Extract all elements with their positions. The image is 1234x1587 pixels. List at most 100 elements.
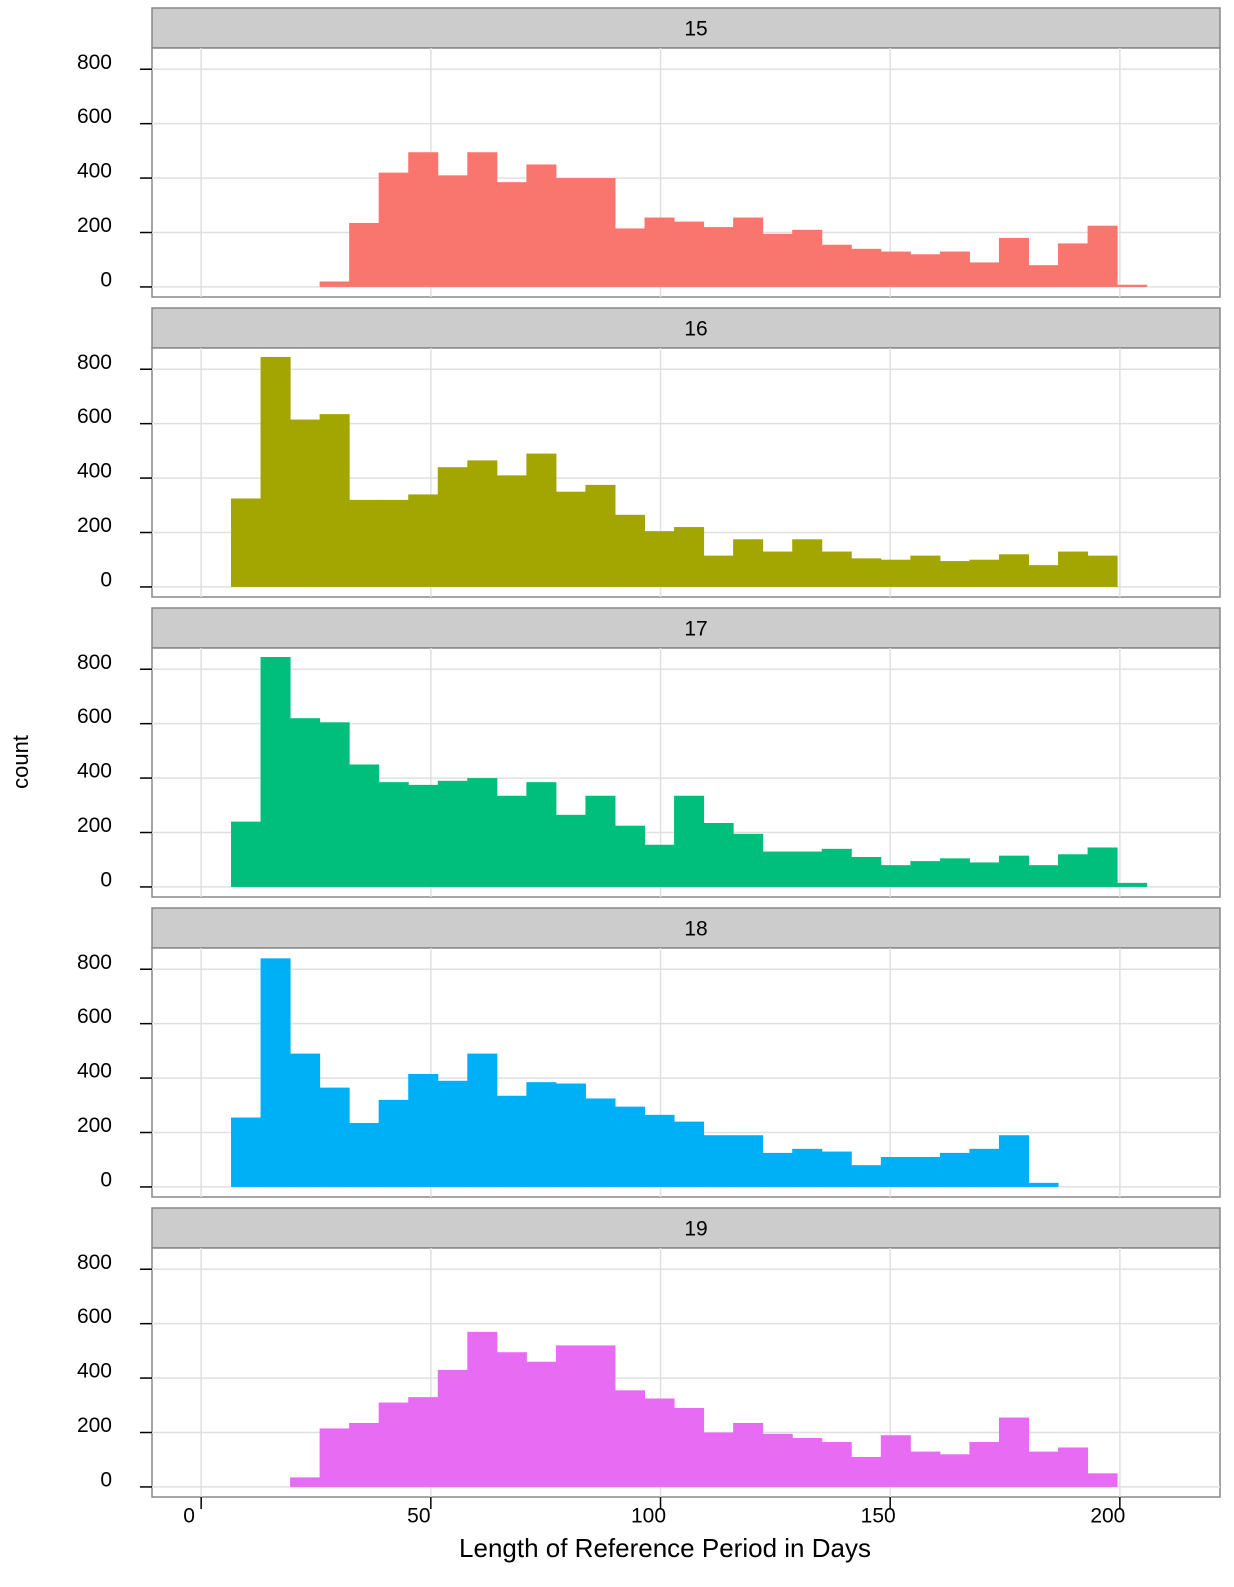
bar	[378, 172, 409, 287]
y-tick-label: 600	[77, 1005, 112, 1028]
bar	[939, 858, 970, 887]
bar	[319, 1087, 350, 1187]
x-tick-label: 150	[861, 1505, 896, 1528]
bar	[1028, 1451, 1059, 1487]
bar	[703, 1432, 734, 1487]
bar	[378, 1402, 409, 1487]
y-tick-label: 400	[77, 460, 112, 483]
bar	[496, 1352, 527, 1487]
bar	[1117, 284, 1148, 287]
bar	[703, 555, 734, 587]
bar	[1087, 847, 1118, 887]
bar	[614, 514, 646, 587]
bar	[939, 1454, 970, 1487]
bar	[526, 1082, 557, 1187]
bar	[703, 1135, 734, 1187]
y-tick-label: 200	[77, 514, 112, 537]
bar	[851, 1456, 882, 1487]
bar	[851, 856, 882, 887]
bar	[1028, 865, 1059, 887]
bar	[585, 795, 616, 887]
bar	[290, 1053, 321, 1187]
bar	[526, 453, 557, 587]
strip-label: 18	[684, 918, 707, 941]
bar	[319, 722, 350, 887]
bar	[467, 1331, 498, 1487]
bar	[851, 558, 882, 587]
bar	[526, 164, 557, 287]
bar	[998, 237, 1029, 287]
bar	[851, 1165, 882, 1187]
bar	[910, 254, 941, 287]
bar	[674, 527, 705, 587]
bar	[231, 498, 262, 587]
bar	[496, 475, 527, 587]
y-tick-label: 200	[77, 814, 112, 837]
y-axis-label: count	[8, 735, 33, 789]
bar	[969, 1148, 1000, 1187]
bar	[290, 1477, 321, 1487]
y-tick-label: 800	[77, 51, 112, 74]
bar	[792, 229, 823, 287]
bar	[969, 559, 1000, 587]
bar	[762, 551, 793, 587]
bar	[733, 1135, 764, 1187]
bar	[555, 178, 586, 287]
bar	[408, 1073, 439, 1187]
bar	[792, 1148, 823, 1187]
bar	[408, 1397, 439, 1487]
bar	[998, 1135, 1029, 1187]
bar	[939, 251, 970, 287]
y-tick-label: 400	[77, 160, 112, 183]
bar	[585, 1345, 616, 1487]
bar	[467, 778, 498, 887]
bar	[378, 499, 409, 587]
bar	[762, 851, 793, 887]
bar	[792, 539, 823, 587]
bar	[1028, 265, 1059, 287]
bar	[910, 555, 941, 587]
bar	[614, 1390, 646, 1487]
bar	[349, 764, 380, 887]
bar	[821, 1151, 852, 1187]
bar	[733, 833, 764, 887]
y-tick-label: 400	[77, 1060, 112, 1083]
bar	[437, 1080, 468, 1187]
strip	[151, 7, 1221, 49]
bar	[496, 795, 527, 887]
bar	[880, 559, 911, 587]
y-tick-label: 200	[77, 1414, 112, 1437]
bar	[762, 1152, 793, 1187]
bar	[1058, 551, 1089, 587]
bar	[555, 1345, 586, 1487]
bar	[260, 356, 291, 587]
y-tick-label: 600	[77, 405, 112, 428]
strip-label: 15	[684, 18, 707, 41]
bar	[969, 862, 1000, 887]
bar	[349, 222, 380, 287]
bar	[880, 1156, 911, 1187]
strip	[151, 307, 1221, 349]
bar	[231, 1117, 262, 1187]
bar	[821, 244, 852, 287]
bar	[674, 1121, 705, 1187]
bar	[408, 784, 439, 887]
bar	[998, 1417, 1029, 1487]
bar	[526, 1361, 557, 1487]
x-tick-label: 100	[631, 1505, 666, 1528]
y-tick-label: 0	[100, 568, 112, 591]
bar	[939, 561, 970, 587]
bar	[733, 217, 764, 287]
bar	[349, 1122, 380, 1187]
bar	[969, 1442, 1000, 1487]
bar	[644, 531, 675, 587]
bar	[1058, 854, 1089, 887]
y-tick-label: 800	[77, 1251, 112, 1274]
bar	[644, 844, 675, 887]
bar	[260, 656, 291, 887]
bar	[1117, 882, 1148, 887]
bar	[1028, 565, 1059, 587]
bar	[614, 825, 646, 887]
y-tick-label: 800	[77, 351, 112, 374]
bar	[585, 178, 616, 287]
